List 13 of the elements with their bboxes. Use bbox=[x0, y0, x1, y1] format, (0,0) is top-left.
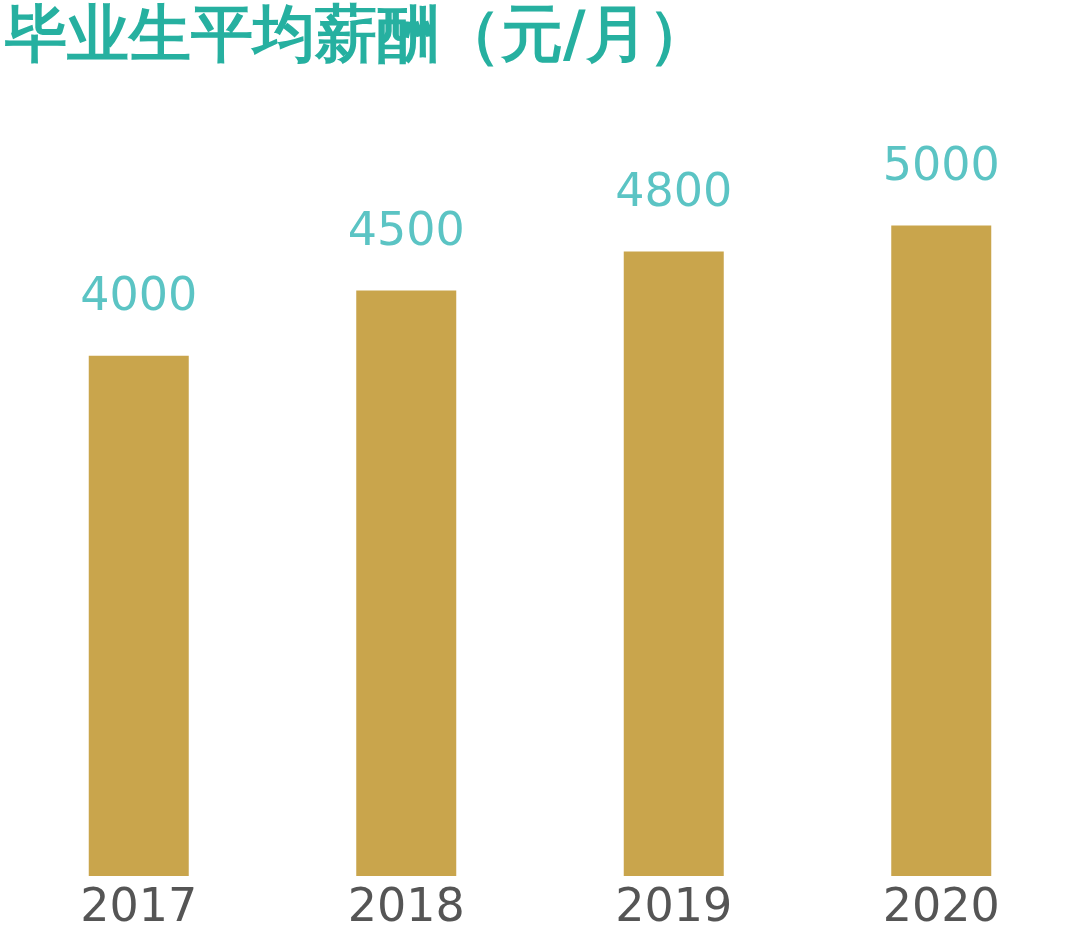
data-label: 4500 bbox=[347, 201, 465, 256]
x-tick-label: 2020 bbox=[882, 877, 1000, 932]
data-label: 4000 bbox=[80, 266, 198, 321]
bar bbox=[891, 225, 992, 876]
data-label: 5000 bbox=[882, 136, 1000, 191]
x-tick-label: 2019 bbox=[615, 877, 733, 932]
x-tick-label: 2017 bbox=[80, 877, 198, 932]
chart-title: 毕业生平均薪酬（元/月） bbox=[4, 0, 710, 70]
bar bbox=[88, 355, 189, 876]
bar bbox=[623, 251, 724, 876]
x-tick-label: 2018 bbox=[347, 877, 465, 932]
data-label: 4800 bbox=[615, 162, 733, 217]
bar bbox=[356, 290, 457, 876]
